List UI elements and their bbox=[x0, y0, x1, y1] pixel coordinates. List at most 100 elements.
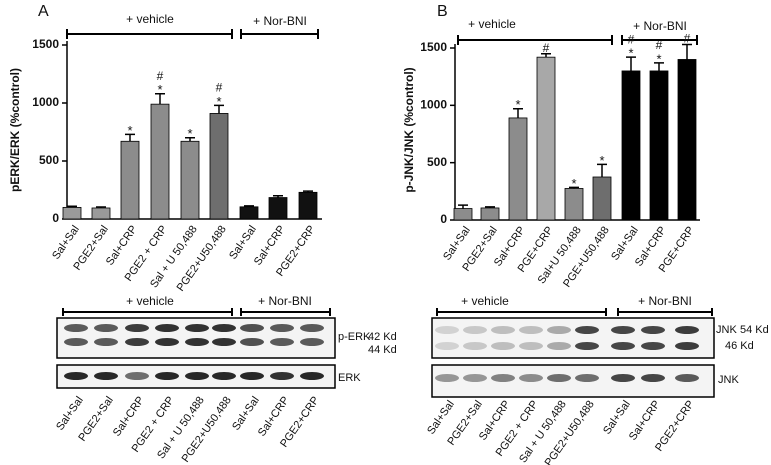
error-bar bbox=[485, 206, 495, 208]
bar bbox=[621, 70, 641, 221]
blot-band bbox=[300, 338, 324, 346]
blot-frame bbox=[431, 317, 715, 359]
error-bar bbox=[185, 137, 195, 142]
significance-hash: # bbox=[216, 80, 223, 94]
blot-band bbox=[300, 324, 324, 332]
panel-label: A bbox=[38, 3, 49, 20]
blot-band bbox=[94, 338, 118, 346]
blot-band bbox=[185, 338, 209, 346]
band-label: 44 Kd bbox=[368, 344, 397, 356]
error-bar bbox=[214, 104, 224, 114]
group-label: + vehicle bbox=[126, 12, 174, 26]
error-bar bbox=[96, 206, 106, 208]
blot-band bbox=[547, 374, 571, 382]
significance-hash: # bbox=[656, 38, 663, 52]
blot-band bbox=[491, 342, 515, 350]
significance-hash: # bbox=[543, 41, 550, 55]
error-bar bbox=[569, 186, 579, 189]
y-tick-label: 500 bbox=[427, 155, 447, 169]
blot-band bbox=[270, 338, 294, 346]
y-tick-label: 500 bbox=[39, 153, 59, 167]
significance-star: * bbox=[656, 51, 661, 66]
band-label: 42 Kd bbox=[368, 331, 397, 343]
blot-band bbox=[519, 342, 543, 350]
group-label: + Nor-BNI bbox=[253, 14, 307, 28]
y-tick-label: 1500 bbox=[420, 40, 447, 54]
significance-star: * bbox=[599, 153, 604, 168]
bar bbox=[62, 206, 82, 220]
y-tick-label: 1500 bbox=[32, 37, 59, 51]
significance-star: * bbox=[187, 126, 192, 141]
bar bbox=[298, 191, 318, 220]
bar bbox=[592, 176, 612, 221]
blot-band bbox=[463, 374, 487, 382]
blot-band bbox=[675, 374, 699, 382]
bar bbox=[649, 70, 669, 221]
bar bbox=[480, 207, 500, 221]
band-label: ERK bbox=[338, 372, 361, 384]
blot-band bbox=[611, 326, 635, 334]
blot-band bbox=[64, 324, 88, 332]
error-bar bbox=[682, 43, 692, 60]
blot-band bbox=[212, 338, 236, 346]
error-bar bbox=[626, 56, 636, 71]
lane-label: Sal+Sal bbox=[230, 395, 262, 433]
error-bar bbox=[155, 92, 165, 105]
blot-band bbox=[155, 372, 179, 380]
blot-band bbox=[675, 326, 699, 334]
error-bar bbox=[513, 108, 523, 118]
error-bar bbox=[303, 190, 313, 193]
bar bbox=[536, 56, 556, 221]
blot-band bbox=[491, 374, 515, 382]
blot-band bbox=[575, 374, 599, 382]
blot-band bbox=[212, 372, 236, 380]
blot-frame bbox=[56, 317, 336, 359]
blot-band bbox=[64, 372, 88, 380]
significance-hash: # bbox=[628, 32, 635, 46]
significance-star: * bbox=[127, 123, 132, 138]
band-label: 54 Kd bbox=[740, 324, 769, 336]
error-bar bbox=[654, 62, 664, 71]
blot-band bbox=[155, 338, 179, 346]
blot-band bbox=[611, 374, 635, 382]
error-bar bbox=[67, 205, 77, 208]
blot-band bbox=[519, 326, 543, 334]
error-bar bbox=[597, 163, 607, 177]
blot-band bbox=[125, 324, 149, 332]
blot-band bbox=[435, 374, 459, 382]
band-label: JNK bbox=[716, 324, 737, 336]
blot-band bbox=[547, 326, 571, 334]
bar bbox=[453, 208, 473, 221]
band-label: 46 Kd bbox=[725, 340, 754, 352]
significance-star: * bbox=[515, 97, 520, 112]
significance-star: * bbox=[157, 82, 162, 97]
y-axis-title: pERK/ERK (%control) bbox=[8, 68, 22, 192]
blot-band bbox=[575, 342, 599, 350]
bar bbox=[677, 59, 697, 221]
significance-hash: # bbox=[684, 32, 691, 46]
y-tick-label: 1000 bbox=[420, 98, 447, 112]
blot-band bbox=[270, 324, 294, 332]
blot-band bbox=[240, 324, 264, 332]
lane-label: PGE2+U50,488 bbox=[180, 395, 234, 465]
y-tick-label: 1000 bbox=[32, 95, 59, 109]
bar bbox=[508, 117, 528, 221]
blot-band bbox=[212, 324, 236, 332]
blot-group-label: + Nor-BNI bbox=[638, 294, 692, 308]
group-label: + Nor-BNI bbox=[633, 19, 687, 33]
blot-band bbox=[185, 372, 209, 380]
y-axis-title: p-JNK/JNK (%control) bbox=[402, 67, 416, 192]
bar bbox=[268, 197, 288, 220]
blot-band bbox=[547, 342, 571, 350]
error-bar bbox=[541, 52, 551, 58]
significance-star: * bbox=[571, 176, 576, 191]
blot-band bbox=[300, 372, 324, 380]
significance-star: * bbox=[628, 46, 633, 61]
blot-group-label: + vehicle bbox=[461, 294, 509, 308]
bar bbox=[209, 113, 229, 220]
blot-band bbox=[435, 326, 459, 334]
error-bar bbox=[273, 195, 283, 198]
bar bbox=[564, 188, 584, 221]
blot-band bbox=[463, 342, 487, 350]
